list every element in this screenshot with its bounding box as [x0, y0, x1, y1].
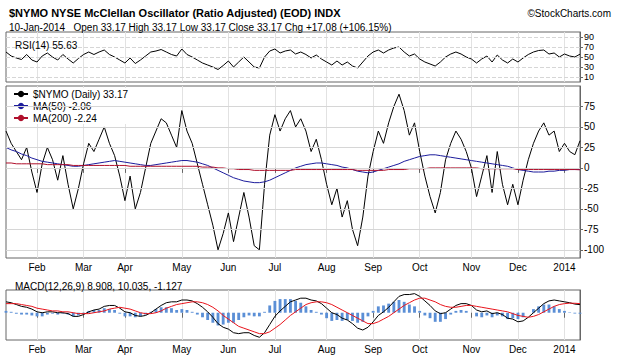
svg-text:May: May — [172, 344, 191, 355]
svg-text:Dec: Dec — [509, 344, 527, 355]
svg-text:50: 50 — [584, 52, 594, 62]
svg-text:MACD(12,26,9) 8.908, 10.035, -: MACD(12,26,9) 8.908, 10.035, -1.127 — [15, 281, 183, 292]
svg-text:Apr: Apr — [117, 262, 133, 273]
svg-text:$NYMO (Daily) 33.17: $NYMO (Daily) 33.17 — [33, 89, 128, 100]
svg-text:MA(50) -2.06: MA(50) -2.06 — [33, 100, 92, 112]
svg-text:Sep: Sep — [364, 262, 382, 273]
svg-text:Nov: Nov — [463, 262, 481, 273]
svg-text:-75: -75 — [584, 224, 599, 235]
svg-text:Mar: Mar — [75, 344, 93, 355]
svg-text:Aug: Aug — [318, 262, 336, 273]
svg-text:Jun: Jun — [220, 262, 236, 273]
svg-text:Nov: Nov — [463, 344, 481, 355]
svg-text:0: 0 — [584, 162, 590, 173]
svg-text:MA(200) -2.24: MA(200) -2.24 — [33, 113, 97, 124]
svg-text:RSI(14) 55.63: RSI(14) 55.63 — [15, 40, 78, 51]
svg-text:-25: -25 — [584, 183, 599, 194]
svg-text:-50: -50 — [584, 203, 599, 214]
svg-text:50: 50 — [584, 121, 596, 132]
svg-text:Oct: Oct — [412, 344, 428, 355]
svg-text:10: 10 — [584, 72, 594, 82]
svg-text:$NYMO NYSE McClellan Oscillato: $NYMO NYSE McClellan Oscillator (Ratio A… — [9, 7, 341, 19]
svg-text:Feb: Feb — [28, 344, 46, 355]
svg-text:Oct: Oct — [412, 262, 428, 273]
svg-text:Aug: Aug — [318, 344, 336, 355]
svg-text:-100: -100 — [584, 244, 604, 255]
svg-text:Jul: Jul — [269, 262, 282, 273]
svg-text:10-Jan-2014 Open 33.17 High: 10-Jan-2014 Open 33.17 High 33.17 Low 33… — [9, 22, 392, 33]
svg-text:©StockCharts.com: ©StockCharts.com — [527, 8, 611, 19]
svg-text:Dec: Dec — [509, 262, 527, 273]
svg-text:Jul: Jul — [269, 344, 282, 355]
svg-text:Apr: Apr — [117, 344, 133, 355]
svg-text:May: May — [172, 262, 191, 273]
svg-text:30: 30 — [584, 62, 594, 72]
svg-text:Jun: Jun — [220, 344, 236, 355]
svg-text:Feb: Feb — [28, 262, 46, 273]
svg-text:2014: 2014 — [553, 262, 576, 273]
svg-text:2014: 2014 — [553, 344, 576, 355]
svg-text:25: 25 — [584, 142, 596, 153]
svg-text:75: 75 — [584, 101, 596, 112]
svg-text:Sep: Sep — [364, 344, 382, 355]
svg-text:70: 70 — [584, 42, 594, 52]
svg-text:90: 90 — [584, 32, 594, 42]
svg-text:Mar: Mar — [75, 262, 93, 273]
